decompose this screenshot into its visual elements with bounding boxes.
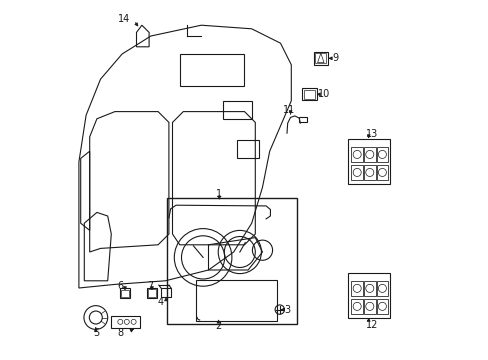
Bar (363, 299, 375, 314)
Bar (376, 299, 387, 314)
Bar (167, 198, 296, 324)
Text: 11: 11 (282, 105, 294, 115)
Text: 13: 13 (366, 129, 378, 139)
Text: 1: 1 (216, 189, 222, 199)
Bar (120, 288, 130, 298)
Bar (351, 147, 362, 162)
Bar (347, 273, 389, 318)
Bar (363, 147, 375, 162)
Text: 12: 12 (366, 320, 378, 330)
Text: 3: 3 (284, 305, 289, 315)
Bar (376, 147, 387, 162)
Bar (237, 140, 258, 158)
Bar (376, 165, 387, 180)
Text: 2: 2 (215, 321, 221, 331)
Bar (303, 90, 314, 99)
Bar (313, 52, 327, 65)
Text: 10: 10 (318, 89, 330, 99)
Bar (376, 281, 387, 296)
Bar (111, 316, 140, 328)
Text: 5: 5 (93, 328, 99, 338)
Bar (347, 139, 389, 184)
Bar (161, 288, 171, 297)
Bar (351, 281, 362, 296)
Bar (351, 299, 362, 314)
Text: 7: 7 (146, 281, 153, 291)
Bar (363, 165, 375, 180)
Bar (179, 54, 244, 86)
Bar (351, 165, 362, 180)
Bar (363, 281, 375, 296)
Bar (315, 53, 325, 63)
Text: 6: 6 (117, 281, 123, 291)
Bar (302, 88, 316, 100)
Bar (223, 101, 251, 119)
Bar (196, 280, 276, 321)
Text: 8: 8 (117, 328, 123, 338)
Bar (121, 290, 129, 297)
Text: 4: 4 (158, 297, 163, 307)
Text: 14: 14 (118, 14, 130, 24)
Text: 9: 9 (331, 53, 338, 63)
Bar (298, 117, 306, 122)
Bar (146, 288, 157, 298)
Bar (148, 289, 156, 297)
